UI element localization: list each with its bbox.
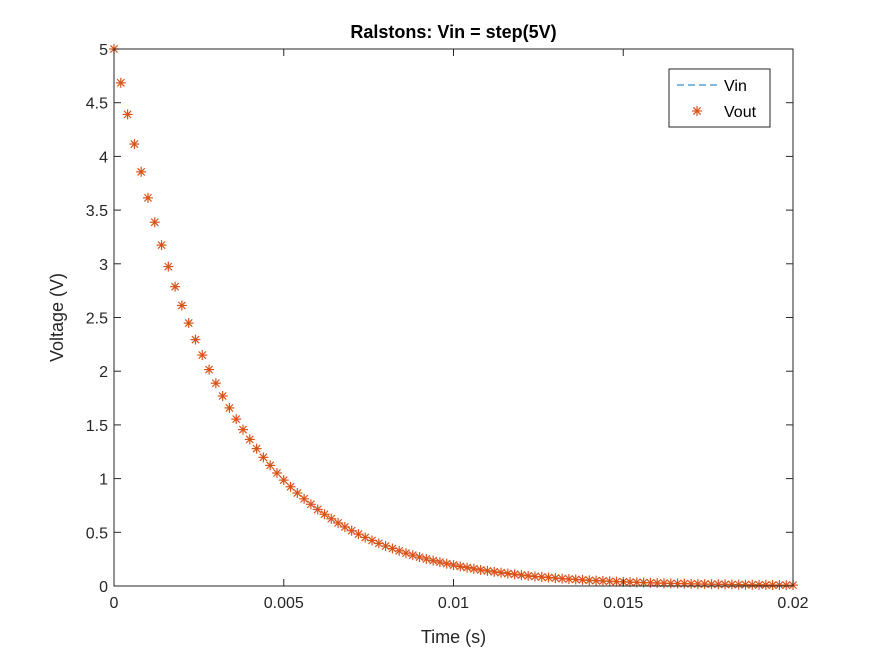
series-layer <box>109 44 798 591</box>
x-tick-label: 0.005 <box>264 595 304 612</box>
vout-point <box>400 548 411 559</box>
vout-point <box>170 281 181 292</box>
vout-point <box>462 562 473 573</box>
vout-point <box>502 568 513 579</box>
x-tick-label: 0.01 <box>438 595 469 612</box>
x-tick-label: 0.02 <box>777 595 808 612</box>
vout-point <box>754 579 765 590</box>
legend-vout-label: Vout <box>724 104 757 121</box>
vout-point <box>394 545 405 556</box>
vout-point <box>489 566 500 577</box>
y-tick-label: 1.5 <box>86 418 108 435</box>
vout-point <box>333 517 344 528</box>
vout-point <box>183 318 194 329</box>
x-tick-label: 0 <box>110 595 119 612</box>
vout-point <box>176 300 187 311</box>
y-axis-label: Voltage (V) <box>47 273 67 362</box>
y-tick-label: 2.5 <box>86 311 108 328</box>
legend: Vin Vout <box>668 68 771 128</box>
vout-point <box>251 443 262 454</box>
vout-point <box>516 570 527 581</box>
vout-point <box>448 560 459 571</box>
vout-point <box>115 77 126 88</box>
vout-point <box>387 543 398 554</box>
vout-point <box>570 574 581 585</box>
vout-point <box>217 391 228 402</box>
vout-point <box>163 261 174 272</box>
vout-point <box>421 553 432 564</box>
vout-point <box>611 576 622 587</box>
vout-point <box>299 493 310 504</box>
vout-point <box>434 557 445 568</box>
vout-point <box>529 571 540 582</box>
legend-vout-marker <box>692 106 702 116</box>
vout-point <box>142 192 153 203</box>
vout-point <box>271 468 282 479</box>
vout-point <box>258 452 269 463</box>
plot-frame <box>113 48 794 587</box>
vout-point <box>238 424 249 435</box>
y-tick-label: 5 <box>99 42 108 59</box>
vout-point <box>428 555 439 566</box>
vout-point <box>706 579 717 590</box>
vout-point <box>455 561 466 572</box>
vout-point <box>197 350 208 361</box>
vout-point <box>407 550 418 561</box>
y-tick-label: 3 <box>99 257 108 274</box>
vout-point <box>720 579 731 590</box>
vout-point <box>204 364 215 375</box>
vout-point <box>468 563 479 574</box>
vout-point <box>244 434 255 445</box>
vout-point <box>509 569 520 580</box>
vout-point <box>265 460 276 471</box>
x-tick-label: 0.015 <box>603 595 643 612</box>
vout-point <box>604 576 615 587</box>
y-tick-label: 0.5 <box>86 525 108 542</box>
plot-area <box>114 49 793 586</box>
vout-point <box>496 567 507 578</box>
chart-title: Ralstons: Vin = step(5V) <box>350 22 556 42</box>
vout-point <box>414 552 425 563</box>
legend-box <box>668 68 771 128</box>
vout-point <box>441 558 452 569</box>
vout-point <box>156 240 167 251</box>
vout-point <box>210 378 221 389</box>
vout-point <box>190 334 201 345</box>
vout-point <box>224 402 235 413</box>
vout-point <box>129 139 140 150</box>
y-tick-label: 3.5 <box>86 203 108 220</box>
tick-layer: 0 0.005 0.01 0.015 0.02 0 0.5 1 1.5 2 2.5 3 3.5 4 4.5 5 <box>86 42 809 612</box>
y-tick-label: 0 <box>99 579 108 596</box>
vout-point <box>278 475 289 486</box>
vout-point <box>136 166 147 177</box>
y-tick-label: 4.5 <box>86 96 108 113</box>
x-axis-label: Time (s) <box>421 627 486 647</box>
vout-point <box>231 414 242 425</box>
vout-point <box>475 564 486 575</box>
vout-point <box>326 513 337 524</box>
y-tick-label: 4 <box>99 149 108 166</box>
y-tick-label: 1 <box>99 472 108 489</box>
vout-point <box>305 499 316 510</box>
y-tick-label: 2 <box>99 364 108 381</box>
vout-point <box>523 570 534 581</box>
vout-point <box>482 565 493 576</box>
vout-point <box>292 487 303 498</box>
vout-point <box>767 580 778 591</box>
vout-point <box>339 521 350 532</box>
vout-point <box>285 481 296 492</box>
vout-point <box>319 509 330 520</box>
vout-point <box>122 109 133 120</box>
vout-point <box>149 217 160 228</box>
legend-vin-label: Vin <box>724 78 747 95</box>
vout-point <box>312 504 323 515</box>
